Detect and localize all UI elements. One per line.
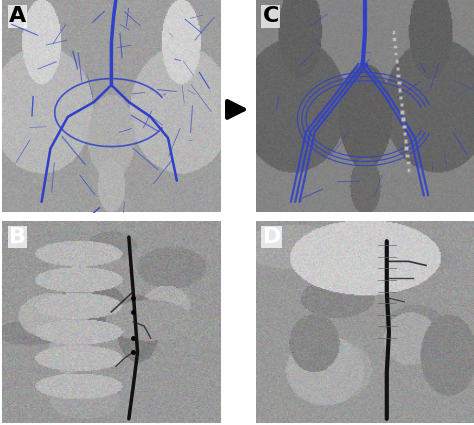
Bar bbox=[392, 30, 395, 34]
Bar bbox=[402, 125, 406, 128]
Bar bbox=[400, 103, 403, 106]
Bar bbox=[407, 168, 410, 172]
Bar bbox=[404, 147, 408, 150]
Bar bbox=[396, 67, 399, 70]
FancyArrowPatch shape bbox=[227, 101, 244, 118]
Bar bbox=[405, 154, 409, 157]
Bar bbox=[395, 59, 398, 62]
Text: B: B bbox=[9, 227, 26, 247]
Text: D: D bbox=[263, 227, 281, 247]
Bar bbox=[401, 110, 404, 113]
Bar bbox=[398, 88, 401, 92]
Bar bbox=[393, 45, 397, 48]
Text: C: C bbox=[263, 6, 279, 26]
Bar bbox=[406, 161, 410, 164]
Bar bbox=[396, 74, 400, 77]
Bar bbox=[404, 139, 407, 143]
Bar bbox=[399, 96, 402, 99]
Bar bbox=[394, 52, 398, 55]
Text: A: A bbox=[9, 6, 26, 26]
Bar bbox=[403, 132, 406, 135]
Bar bbox=[392, 37, 396, 41]
Bar bbox=[397, 81, 401, 85]
Bar bbox=[401, 117, 405, 121]
